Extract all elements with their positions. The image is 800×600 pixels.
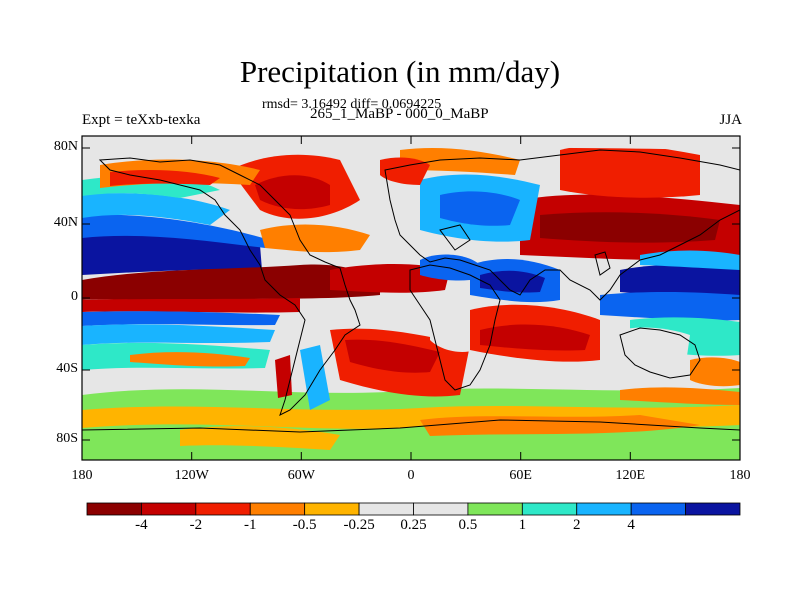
lon-label-180w: 180 xyxy=(71,468,93,483)
lat-label-0: 0 xyxy=(71,289,78,304)
lon-label-120w: 120W xyxy=(174,468,209,483)
colorbar-swatch xyxy=(86,502,142,516)
colorbar-label: -0.5 xyxy=(292,517,317,533)
map-ticks xyxy=(81,136,741,460)
plot-subtitle: 265_1_MaBP - 000_0_MaBP xyxy=(310,106,489,122)
colorbar-swatch xyxy=(467,502,523,516)
lon-label-180e: 180 xyxy=(729,468,751,483)
colorbar-swatch xyxy=(685,502,741,516)
lat-label-80n: 80N xyxy=(53,139,78,154)
colorbar-swatch xyxy=(358,502,414,516)
colorbar-swatch xyxy=(304,502,360,516)
map-field xyxy=(82,136,740,460)
colorbar-label: 4 xyxy=(627,517,635,533)
experiment-label: Expt = teXxb-texka xyxy=(82,112,201,128)
colorbar-label: 0.25 xyxy=(400,517,427,533)
lon-label-0: 0 xyxy=(407,468,415,483)
lat-label-40n: 40N xyxy=(53,215,78,230)
stats-label: rmsd= 3.16492 diff= 0.0694225 xyxy=(262,97,442,112)
lat-label-80s: 80S xyxy=(56,431,78,446)
colorbar-swatch xyxy=(576,502,632,516)
colorbar-swatch xyxy=(141,502,197,516)
lon-label-60e: 60E xyxy=(509,468,532,483)
colorbar-swatch xyxy=(521,502,578,516)
coastlines xyxy=(82,149,740,433)
colorbar-label: 2 xyxy=(573,517,581,533)
colorbar-label: -1 xyxy=(244,517,257,533)
colorbar-label: -0.25 xyxy=(343,517,375,533)
colorbar-label: 0.5 xyxy=(458,517,478,533)
plot-title: Precipitation (in mm/day) xyxy=(239,54,561,89)
colorbar-swatch xyxy=(195,502,251,516)
colorbar-label: -2 xyxy=(189,517,203,533)
season-label: JJA xyxy=(719,112,742,128)
colorbar-swatch xyxy=(413,502,469,516)
lon-label-60w: 60W xyxy=(287,468,315,483)
colorbar-swatch xyxy=(630,502,686,516)
colorbar-label: 1 xyxy=(518,517,527,533)
lat-label-40s: 40S xyxy=(56,361,78,376)
colorbar-swatch xyxy=(249,502,306,516)
lon-label-120e: 120E xyxy=(615,468,646,483)
colorbar-label: -4 xyxy=(135,517,148,533)
